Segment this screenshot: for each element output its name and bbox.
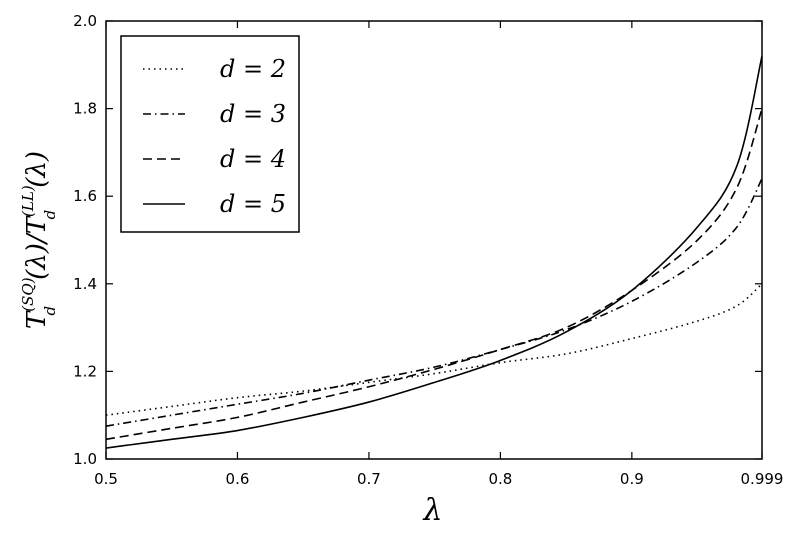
legend-label: d = 2: [220, 55, 286, 83]
y-label-base: T: [22, 310, 52, 329]
svg-text:T(SQ)d(λ)/T(LL)d(λ): T(SQ) d(λ)/T(LL) d(λ): [19, 151, 59, 329]
y-axis-label: T(SQ) d(λ)/T(LL) d(λ): [19, 151, 59, 329]
legend-label: d = 4: [220, 145, 286, 173]
plot-frame: [105, 20, 763, 460]
legend-label: d = 5: [220, 190, 286, 218]
legend-box: [120, 35, 300, 233]
y-label-sub-den: d: [41, 210, 59, 220]
y-tick-label: 1.0: [73, 450, 97, 468]
y-label-end: (λ): [22, 151, 52, 188]
series-line-2: [105, 283, 763, 416]
y-label-base-den: T: [22, 215, 52, 234]
series-layer: [105, 55, 763, 449]
x-tick-label: 0.6: [226, 470, 250, 488]
legend-label: d = 3: [220, 100, 286, 128]
x-axis-label: λ: [422, 493, 442, 528]
x-tick-label: 0.9: [620, 470, 644, 488]
x-tick-label: 0.999: [741, 470, 784, 488]
y-label-sub: d: [41, 306, 59, 316]
series-line-4: [105, 108, 763, 441]
series-line-3: [105, 178, 763, 427]
y-tick-label: 1.2: [73, 362, 97, 380]
series-line-5: [105, 55, 763, 449]
y-tick-label: 1.4: [73, 275, 97, 293]
x-tick-label: 0.8: [488, 470, 512, 488]
y-tick-label: 2.0: [73, 12, 97, 30]
x-tick-label: 0.5: [94, 470, 118, 488]
y-tick-label: 1.8: [73, 100, 97, 118]
y-tick-label: 1.6: [73, 187, 97, 205]
y-label-sup-den: (LL): [19, 185, 37, 217]
x-tick-label: 0.7: [357, 470, 381, 488]
y-label-mid: (λ)/: [22, 232, 52, 280]
ticks-layer: 0.5 0.6 0.7 0.8 0.9 0.999 1.0 1.2 1.4 1.6 1.8 2.0: [73, 12, 783, 488]
y-label-sup-num: (SQ): [19, 277, 37, 311]
legend: d = 2 d = 3 d = 4 d = 5: [120, 35, 300, 233]
legend-items: d = 2 d = 3 d = 4 d = 5: [143, 55, 286, 218]
